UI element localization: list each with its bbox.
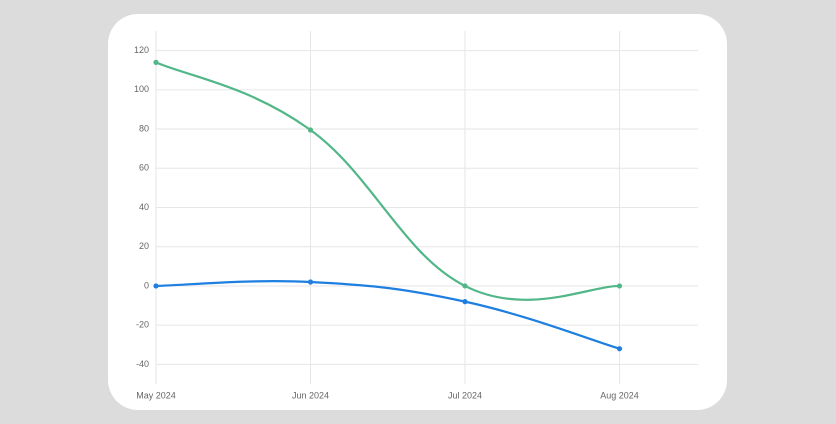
data-point (616, 346, 623, 352)
y-tick-label: 20 (139, 241, 149, 251)
data-point (153, 59, 159, 65)
data-point (462, 283, 468, 289)
y-tick-label: 0 (144, 280, 149, 290)
data-point (307, 279, 314, 285)
data-point (153, 283, 159, 289)
x-tick-label: Jun 2024 (292, 390, 329, 400)
y-tick-label: -40 (136, 359, 149, 369)
y-tick-label: 100 (134, 84, 149, 94)
x-tick-label: Aug 2024 (600, 390, 639, 400)
y-tick-label: 60 (139, 163, 149, 173)
series-line (155, 61, 620, 301)
series-line (155, 280, 620, 350)
data-point (307, 127, 314, 133)
y-tick-label: 120 (134, 45, 149, 55)
data-point (616, 283, 623, 289)
y-tick-label: 40 (139, 202, 149, 212)
x-tick-label: Jul 2024 (448, 390, 482, 400)
y-tick-label: -20 (136, 320, 149, 330)
data-point (462, 299, 468, 305)
x-tick-label: May 2024 (136, 390, 176, 400)
y-tick-label: 80 (139, 123, 149, 133)
